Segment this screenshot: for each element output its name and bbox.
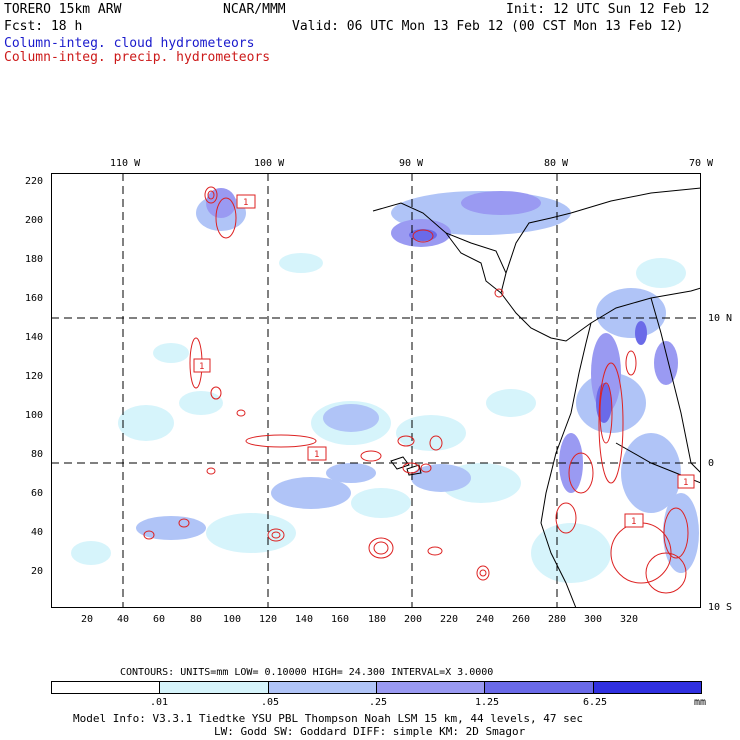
latlon-grid [51, 173, 701, 608]
map-frame [51, 173, 701, 608]
colorbar-segment [593, 682, 701, 693]
lat-label: 10 S [708, 602, 733, 613]
init-time: Init: 12 UTC Sun 12 Feb 12 [506, 2, 710, 17]
contour-label-boxes [193, 194, 695, 528]
grid-x-label: 20 [81, 614, 94, 625]
grid-x-label: 100 [223, 614, 242, 625]
grid-x-label: 320 [620, 614, 639, 625]
colorbar-segment [268, 682, 377, 693]
grid-y-label: 60 [31, 488, 44, 499]
grid-x-label: 300 [584, 614, 603, 625]
grid-x-label: 180 [368, 614, 387, 625]
grid-x-label: 200 [404, 614, 423, 625]
lon-label: 100 W [254, 158, 285, 169]
colorbar-segment [52, 682, 161, 693]
grid-y-label: 20 [31, 566, 44, 577]
grid-x-label: 80 [190, 614, 203, 625]
contour-label: 1 [199, 362, 204, 372]
grid-x-label: 60 [153, 614, 166, 625]
grid-x-label: 240 [476, 614, 495, 625]
grid-x-label: 140 [295, 614, 314, 625]
lon-label: 90 W [399, 158, 424, 169]
grid-y-label: 80 [31, 449, 44, 460]
forecast-hour: Fcst: 18 h [4, 19, 83, 34]
coastlines [372, 187, 701, 608]
lon-label: 80 W [544, 158, 569, 169]
grid-y-label: 200 [25, 215, 44, 226]
hydrometeor-map: 1 1 1 1 1 [51, 173, 701, 608]
cloud-shading-light [71, 253, 686, 583]
cloud-field-label: Column-integ. cloud hydrometeors [4, 36, 255, 51]
grid-y-label: 120 [25, 371, 44, 382]
lat-label: 10 N [708, 313, 733, 324]
model-info: Model Info: V3.3.1 Tiedtke YSU PBL Thomp… [73, 712, 583, 725]
colorbar-threshold: .01 [150, 697, 169, 708]
colorbar-threshold: .25 [369, 697, 388, 708]
colorbar-segment [160, 682, 269, 693]
colorbar-threshold: .05 [261, 697, 280, 708]
grid-y-label: 100 [25, 410, 44, 421]
colorbar-unit: mm [694, 697, 707, 708]
contour-label: 1 [683, 478, 688, 488]
precip-field-label: Column-integ. precip. hydrometeors [4, 50, 271, 65]
lat-label: 0 [708, 458, 715, 469]
colorbar-segment [485, 682, 594, 693]
grid-x-label: 160 [331, 614, 350, 625]
contour-label: 1 [314, 450, 319, 460]
colorbar [51, 681, 702, 694]
grid-x-label: 220 [440, 614, 459, 625]
lon-label: 110 W [110, 158, 141, 169]
model-title: TORERO 15km ARW [4, 2, 122, 17]
colorbar-threshold: 1.25 [475, 697, 500, 708]
model-physics: LW: Godd SW: Goddard DIFF: simple KM: 2D… [214, 725, 526, 738]
grid-y-label: 180 [25, 254, 44, 265]
grid-y-label: 220 [25, 176, 44, 187]
valid-time: Valid: 06 UTC Mon 13 Feb 12 (00 CST Mon … [292, 19, 684, 34]
grid-x-label: 280 [548, 614, 567, 625]
contour-label: 1 [631, 517, 636, 527]
colorbar-threshold: 6.25 [583, 697, 608, 708]
grid-y-label: 40 [31, 527, 44, 538]
grid-y-label: 160 [25, 293, 44, 304]
grid-x-label: 120 [259, 614, 278, 625]
contour-caption: CONTOURS: UNITS=mm LOW= 0.10000 HIGH= 24… [120, 667, 494, 678]
organization-label: NCAR/MMM [223, 2, 286, 17]
contour-label-text: 1 1 1 1 1 [199, 198, 688, 527]
contour-label: 1 [243, 198, 248, 208]
colorbar-segment [376, 682, 486, 693]
grid-y-label: 140 [25, 332, 44, 343]
grid-x-label: 260 [512, 614, 531, 625]
grid-x-label: 40 [117, 614, 130, 625]
lon-label: 70 W [689, 158, 714, 169]
